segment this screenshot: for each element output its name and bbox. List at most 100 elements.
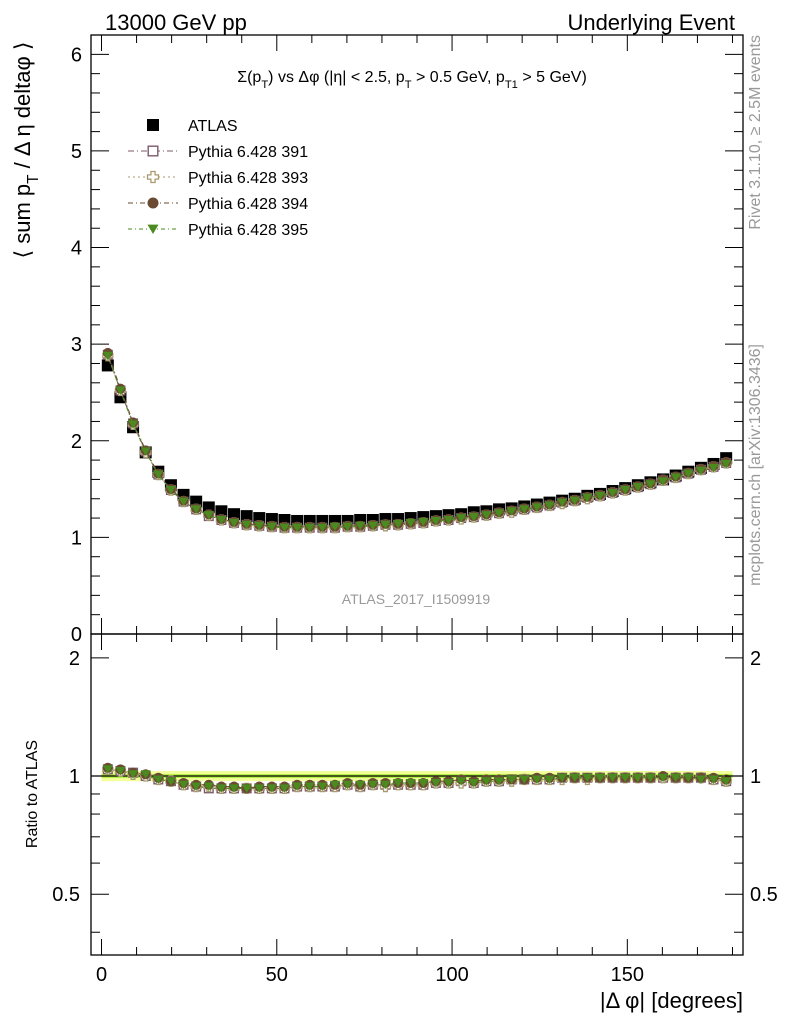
ratio-data-point (582, 773, 593, 783)
data-point (531, 503, 542, 512)
ratio-data-point (153, 775, 164, 784)
ratio-data-point (456, 777, 467, 786)
data-point (468, 513, 479, 522)
data-point (203, 511, 214, 520)
legend-label: ATLAS (188, 118, 238, 135)
data-point (367, 521, 378, 531)
ratio-data-point (683, 773, 694, 783)
chart-title: Σ(pT) vs Δφ (|η| < 2.5, pT > 0.5 GeV, pT… (237, 69, 587, 91)
legend-label: Pythia 6.428 393 (188, 170, 308, 187)
legend-marker (147, 145, 159, 157)
data-point (128, 420, 139, 429)
ratio-data-point (140, 770, 151, 779)
data-point (670, 473, 681, 482)
rivet-watermark: Rivet 3.1.10, ≥ 2.5M events (747, 35, 764, 230)
main-panel-ticks: 1 2 3 4 5 6 0 (71, 35, 743, 646)
ratio-data-point (367, 780, 378, 790)
data-point (405, 518, 416, 528)
data-point (342, 522, 353, 532)
y-tick-label: 1 (71, 527, 82, 549)
ratio-y-tick-label: 0.5 (52, 884, 80, 906)
ratio-data-point (115, 766, 126, 776)
y-tick-label: 0 (71, 624, 82, 646)
ratio-data-point (342, 780, 353, 790)
data-point (101, 359, 114, 372)
ratio-data-point (658, 773, 669, 783)
ratio-data-point (329, 780, 340, 790)
y-tick-label: 5 (71, 141, 82, 163)
ratio-data-point (519, 775, 530, 784)
ratio-data-point (203, 782, 214, 792)
data-point (683, 469, 694, 479)
data-point (140, 447, 151, 456)
ratio-data-point (279, 784, 290, 793)
ratio-data-point (102, 765, 113, 774)
data-point (355, 521, 366, 531)
ratio-data-point (165, 777, 176, 786)
x-tick-label: 50 (266, 964, 288, 986)
ratio-panel-frame (90, 633, 744, 956)
data-point (380, 520, 391, 530)
x-tick-label: 0 (96, 964, 107, 986)
data-point (165, 486, 176, 495)
data-point (253, 512, 266, 525)
ratio-data-point (607, 773, 618, 783)
data-point (241, 520, 252, 530)
ratio-data-point (632, 773, 643, 783)
ratio-y-tick-label: 2 (69, 648, 80, 670)
ratio-data-point (443, 778, 454, 788)
ratio-data-point (355, 780, 366, 790)
data-point (240, 510, 253, 523)
mcplots-watermark: mcplots.cern.ch [arXiv:1306.3436] (747, 344, 764, 586)
data-point (215, 505, 228, 518)
legend-label: Pythia 6.428 394 (188, 196, 308, 213)
data-point (216, 515, 227, 525)
ratio-data-point (178, 780, 189, 790)
data-point (620, 486, 631, 495)
ratio-data-point (506, 775, 517, 784)
legend-marker (147, 224, 159, 234)
data-point (430, 516, 441, 526)
data-point (721, 459, 732, 469)
ratio-data-point (191, 782, 202, 792)
ratio-data-point (216, 784, 227, 793)
legend-label: Pythia 6.428 391 (188, 144, 308, 161)
data-point (607, 488, 618, 498)
data-point (102, 351, 113, 361)
ratio-data-point (418, 778, 429, 788)
ratio-data-point (557, 773, 568, 783)
legend: ATLAS Pythia 6.428 391 Pythia 6.428 393 Pyt… (128, 118, 308, 239)
data-point (695, 466, 706, 476)
ratio-data-point (494, 777, 505, 786)
ratio-data-point (620, 773, 631, 783)
data-point (153, 470, 164, 480)
data-point (304, 523, 315, 533)
ratio-data-point (128, 770, 139, 779)
ratio-data-point (241, 784, 252, 793)
x-axis-label: |Δ φ| [degrees] (600, 988, 743, 1013)
data-point (494, 509, 505, 518)
legend-label: Pythia 6.428 395 (188, 222, 308, 239)
ratio-series-line (107, 768, 727, 789)
data-point (266, 522, 277, 532)
ratio-data-point (266, 784, 277, 793)
data-point (645, 480, 656, 489)
ratio-data-point (708, 775, 719, 784)
ratio-y-tick-label-right: 1 (750, 766, 761, 788)
data-point (569, 496, 580, 506)
data-point (443, 515, 454, 525)
data-point (279, 523, 290, 533)
data-point (418, 517, 429, 527)
ratio-data-point (430, 778, 441, 788)
ratio-y-tick-label-right: 2 (750, 648, 761, 670)
data-point (228, 508, 241, 521)
ratio-panel-ticks: 0 50 100 150 0.5 0.5 1 1 2 2 (52, 634, 778, 986)
data-point (519, 505, 530, 514)
ratio-data-point (304, 782, 315, 792)
legend-marker (146, 170, 160, 184)
ratio-data-point (229, 784, 240, 793)
ratio-y-tick-label: 1 (69, 766, 80, 788)
ratio-panel-series (102, 762, 732, 795)
data-point (582, 493, 593, 503)
